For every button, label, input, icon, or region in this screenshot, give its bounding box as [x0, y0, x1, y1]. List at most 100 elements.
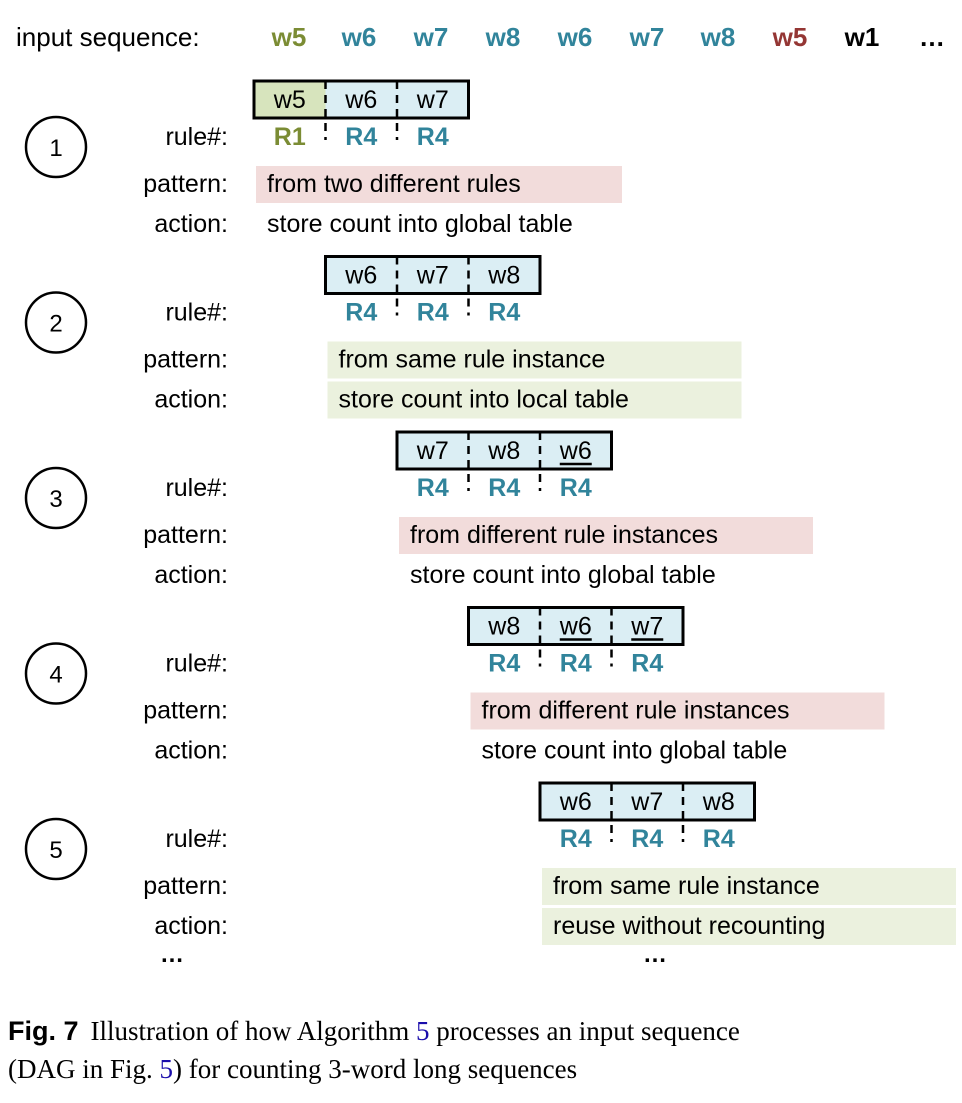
word-cell: [397, 432, 469, 469]
ellipsis-left: …: [160, 941, 184, 968]
rule-id: R4: [560, 474, 592, 502]
step-number-circle: [24, 291, 88, 354]
pattern-text: from same rule instance: [339, 346, 606, 374]
word-cell-label: w7: [630, 788, 663, 816]
word-cell-label: w7: [416, 262, 449, 290]
word-cell: [397, 256, 469, 294]
pattern-text: from same rule instance: [553, 872, 820, 900]
rule-row-label: rule#:: [165, 299, 228, 327]
word-cell-label: w6: [559, 437, 592, 465]
figure-label: Fig. 7: [8, 1016, 79, 1046]
pattern-highlight: [470, 692, 885, 730]
input-token: w5: [772, 22, 808, 52]
step-number-circle: [24, 642, 88, 705]
action-text: store count into local table: [339, 386, 629, 414]
rule-id: R4: [560, 825, 592, 853]
algorithm-reference-link[interactable]: 5: [416, 1016, 430, 1046]
step-number: 4: [49, 662, 62, 689]
rule-row-label: rule#:: [165, 650, 228, 678]
word-cell-label: w8: [702, 788, 735, 816]
rule-id: R4: [488, 474, 520, 502]
pattern-row-label: pattern:: [143, 346, 228, 374]
rule-id: R4: [345, 123, 377, 151]
pattern-text: from two different rules: [267, 170, 521, 198]
rule-id: R4: [417, 474, 449, 502]
action-row-label: action:: [154, 386, 228, 414]
rule-id: R1: [274, 123, 306, 151]
caption-text: Illustration of how Algorithm: [91, 1016, 416, 1046]
rule-row-label: rule#:: [165, 825, 228, 853]
rule-id: R4: [345, 299, 377, 327]
word-cell: [325, 256, 397, 294]
caption-text: (DAG in Fig.: [8, 1054, 160, 1084]
input-token: w1: [844, 22, 880, 52]
caption-text: processes an input sequence: [430, 1016, 740, 1046]
ellipsis-right: …: [643, 941, 667, 968]
word-cell: [468, 256, 540, 294]
figure-caption-line-2: (DAG in Fig. 5) for counting 3-word long…: [8, 1054, 577, 1084]
word-window-border: [252, 79, 470, 120]
word-cell: [540, 783, 612, 820]
word-window-border: [467, 606, 685, 646]
pattern-highlight: [399, 517, 813, 554]
rule-id: R4: [417, 299, 449, 327]
rule-row-label: rule#:: [165, 123, 228, 151]
word-cell-label: w7: [416, 437, 449, 465]
word-window-border: [538, 781, 756, 822]
word-cell: [254, 81, 326, 118]
word-window-border: [395, 430, 613, 471]
step-number: 3: [49, 486, 62, 513]
step-number: 5: [49, 837, 62, 864]
action-text: store count into global table: [410, 561, 716, 589]
word-cell-label: w8: [487, 613, 520, 641]
input-token: w6: [557, 22, 593, 52]
pattern-row-label: pattern:: [143, 697, 228, 725]
action-row-label: action:: [154, 561, 228, 589]
word-cell: [325, 81, 397, 118]
action-row-label: action:: [154, 210, 228, 238]
word-cell-label: w7: [416, 86, 449, 114]
word-window-border: [324, 255, 542, 295]
input-token: w5: [271, 22, 307, 52]
pattern-highlight: [542, 868, 956, 905]
word-cell-label: w6: [559, 613, 592, 641]
action-row-label: action:: [154, 737, 228, 765]
word-cell: [397, 81, 469, 118]
pattern-row-label: pattern:: [143, 170, 228, 198]
word-cell: [468, 432, 540, 469]
step-number-circle: [24, 115, 88, 179]
rule-id: R4: [488, 299, 520, 327]
rule-id: R4: [631, 825, 663, 853]
word-cell: [683, 783, 755, 820]
action-row-label: action:: [154, 912, 228, 940]
action-text: reuse without recounting: [553, 912, 825, 940]
pattern-text: from different rule instances: [482, 697, 790, 725]
word-cell-label: w6: [344, 262, 377, 290]
pattern-highlight: [256, 166, 622, 203]
word-cell: [468, 607, 540, 645]
rule-id: R4: [631, 650, 663, 678]
input-token: w7: [629, 22, 665, 52]
input-token: …: [919, 22, 945, 52]
word-cell-label: w6: [344, 86, 377, 114]
action-highlight: [542, 908, 956, 945]
step-number-circle: [24, 817, 88, 881]
action-text: store count into global table: [267, 210, 573, 238]
word-cell-label: w8: [487, 437, 520, 465]
input-token: w8: [700, 22, 736, 52]
word-cell-label: w6: [559, 788, 592, 816]
figure-caption-line-1: Fig. 7 Illustration of how Algorithm 5 pr…: [8, 1016, 740, 1046]
pattern-row-label: pattern:: [143, 521, 228, 549]
input-token: w8: [485, 22, 521, 52]
action-highlight: [327, 381, 742, 419]
word-cell-label: w7: [630, 613, 663, 641]
pattern-highlight: [327, 341, 742, 379]
step-number: 1: [49, 135, 62, 162]
rule-id: R4: [560, 650, 592, 678]
figure-reference-link[interactable]: 5: [160, 1054, 174, 1084]
input-sequence-label: input sequence:: [16, 22, 200, 52]
word-cell-label: w5: [273, 86, 306, 114]
pattern-row-label: pattern:: [143, 872, 228, 900]
word-cell: [611, 783, 683, 820]
caption-text: ) for counting 3-word long sequences: [173, 1054, 577, 1084]
